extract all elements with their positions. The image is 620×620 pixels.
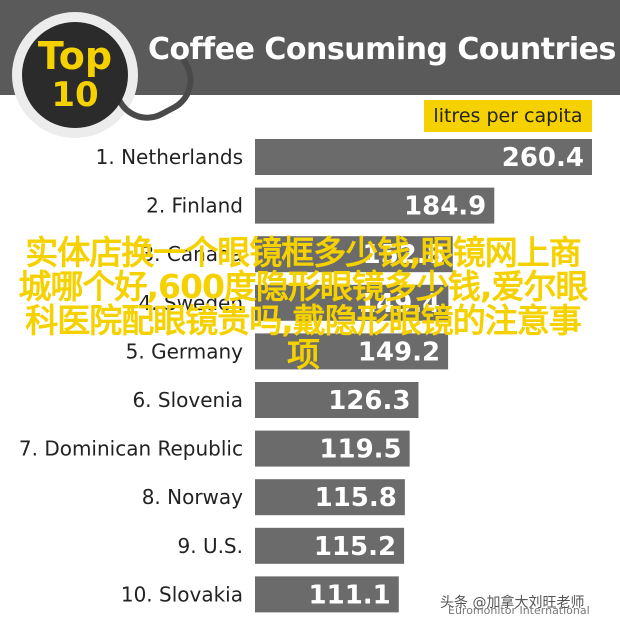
bar-6 (255, 382, 419, 418)
value-label-7: 119.5 (319, 435, 401, 465)
value-label-10: 111.1 (309, 580, 391, 610)
top10-badge: Top 10 (22, 22, 128, 128)
bar-3 (255, 236, 453, 273)
source-text: Euromonitor International (448, 604, 590, 617)
credit-text: 头条 @加拿大刘旺老师 (440, 595, 585, 611)
category-label-10: 10. Slovakia (121, 582, 243, 606)
bar-7 (255, 430, 410, 467)
bar-8 (255, 479, 405, 516)
category-label-4: 4. Sweden (139, 291, 243, 315)
bar-9 (255, 527, 405, 564)
bar-4 (255, 284, 449, 321)
chart-title: Coffee Consuming Countries (148, 32, 616, 67)
value-label-6: 126.3 (328, 386, 410, 416)
category-label-2: 2. Finland (146, 194, 243, 218)
bar-10 (255, 576, 399, 613)
category-label-3: 3. Canada (141, 242, 243, 266)
units-label: litres per capita (424, 100, 592, 132)
value-label-1: 260.4 (502, 143, 584, 173)
value-label-9: 115.2 (314, 532, 396, 562)
category-label-8: 8. Norway (142, 485, 243, 509)
category-label-7: 7. Dominican Republic (19, 437, 243, 461)
category-label-5: 5. Germany (126, 339, 244, 363)
watermark-text: 实体店换一个眼镜框多少钱,眼镜网上商城哪个好,600度隐形眼镜多少钱,爱尔眼科医… (18, 233, 589, 374)
value-label-5: 149.2 (358, 337, 440, 367)
value-label-4: 149.4 (358, 289, 440, 319)
bar-1 (255, 139, 592, 175)
value-label-8: 115.8 (315, 483, 397, 513)
badge-number: 10 (51, 75, 99, 115)
badge-top-label: Top (37, 34, 113, 78)
category-label-6: 6. Slovenia (132, 388, 243, 412)
bar-5 (255, 333, 449, 370)
category-label-9: 9. U.S. (178, 534, 244, 558)
value-label-3: 152.8 (362, 240, 444, 270)
bar-2 (255, 187, 495, 224)
category-label-1: 1. Netherlands (96, 145, 243, 169)
value-label-2: 184.9 (404, 192, 486, 222)
